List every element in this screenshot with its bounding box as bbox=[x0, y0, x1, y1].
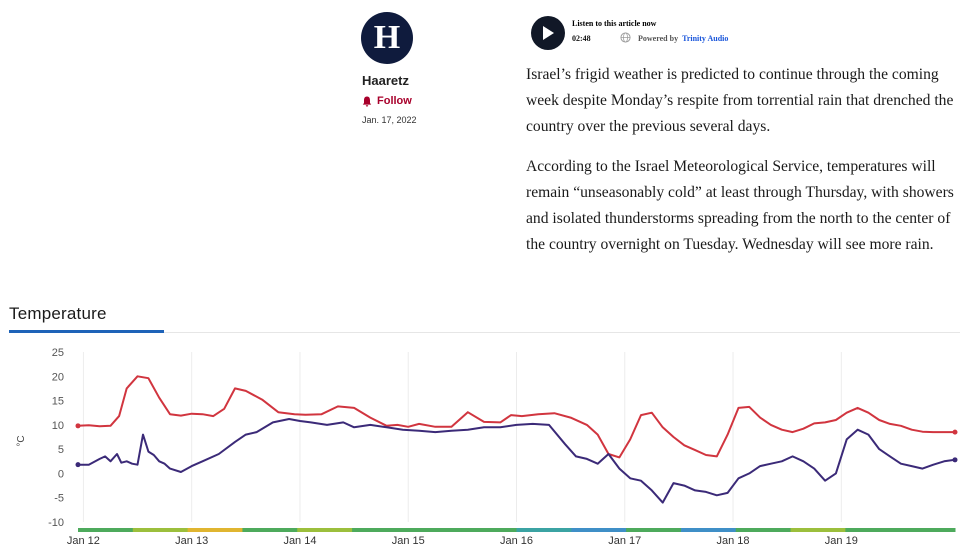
x-tick-label: Jan 15 bbox=[392, 535, 425, 547]
article-paragraph: According to the Israel Meteorological S… bbox=[526, 158, 954, 253]
x-tick-label: Jan 16 bbox=[500, 535, 533, 547]
color-band-segment bbox=[516, 528, 572, 532]
y-axis-label: °C bbox=[16, 435, 27, 446]
y-tick-label: -10 bbox=[48, 517, 64, 529]
x-tick-label: Jan 14 bbox=[283, 535, 316, 547]
article-paragraph: Israel’s frigid weather is predicted to … bbox=[526, 66, 954, 135]
follow-label: Follow bbox=[377, 95, 412, 107]
series-endpoint bbox=[75, 423, 81, 429]
globe-icon bbox=[620, 32, 631, 43]
chart-divider bbox=[164, 332, 960, 333]
color-band-segment bbox=[461, 528, 517, 532]
color-band-segment bbox=[132, 528, 189, 532]
series-endpoint bbox=[952, 457, 958, 463]
haaretz-logo[interactable]: H bbox=[361, 12, 413, 64]
bell-icon bbox=[362, 96, 372, 107]
color-band-segment bbox=[187, 528, 243, 532]
color-band-segment bbox=[845, 528, 901, 532]
y-tick-label: 20 bbox=[52, 371, 64, 383]
listen-title: Listen to this article now bbox=[572, 19, 657, 28]
powered-by: Powered by Trinity Audio bbox=[638, 34, 728, 43]
powered-by-label: Powered by bbox=[638, 34, 679, 43]
play-audio-button[interactable] bbox=[531, 16, 565, 50]
x-tick-label: Jan 19 bbox=[825, 535, 858, 547]
publish-date: Jan. 17, 2022 bbox=[362, 115, 417, 125]
color-band-segment bbox=[406, 528, 463, 532]
y-tick-label: 5 bbox=[58, 444, 64, 456]
color-band-segment bbox=[900, 528, 956, 532]
x-tick-label: Jan 18 bbox=[717, 535, 750, 547]
x-tick-label: Jan 13 bbox=[175, 535, 208, 547]
chart-title-underline bbox=[9, 330, 164, 333]
play-icon bbox=[543, 26, 554, 40]
color-band-segment bbox=[680, 528, 737, 532]
series-endpoint bbox=[75, 462, 81, 468]
series-line bbox=[77, 375, 955, 459]
x-tick-label: Jan 12 bbox=[67, 535, 100, 547]
color-band-segment bbox=[571, 528, 627, 532]
follow-button[interactable]: Follow bbox=[362, 95, 412, 107]
y-tick-label: -5 bbox=[54, 493, 64, 505]
author-name[interactable]: Haaretz bbox=[362, 73, 409, 88]
y-tick-label: 10 bbox=[52, 420, 64, 432]
audio-duration: 02:48 bbox=[572, 34, 591, 43]
color-band-segment bbox=[297, 528, 353, 532]
color-band-segment bbox=[790, 528, 846, 532]
color-band-segment bbox=[626, 528, 682, 532]
temperature-chart: Jan 12 Jan 13 Jan 14 Jan 15 Jan 16 Jan 17 Jan … bbox=[16, 347, 958, 547]
color-band-segment bbox=[352, 528, 408, 532]
logo-letter: H bbox=[373, 19, 401, 56]
trinity-audio-link[interactable]: Trinity Audio bbox=[682, 34, 729, 43]
x-tick-label: Jan 17 bbox=[608, 535, 641, 547]
chart-title: Temperature bbox=[9, 304, 107, 323]
series-endpoint bbox=[952, 429, 958, 435]
article-body: Israel’s frigid weather is predicted to … bbox=[526, 62, 966, 272]
color-band-segment bbox=[78, 528, 134, 532]
y-tick-label: 25 bbox=[52, 347, 64, 359]
series-line bbox=[78, 418, 956, 504]
color-band-segment bbox=[242, 528, 298, 532]
color-band-segment bbox=[735, 528, 792, 532]
y-tick-label: 15 bbox=[52, 396, 64, 408]
y-tick-label: 0 bbox=[58, 468, 64, 480]
